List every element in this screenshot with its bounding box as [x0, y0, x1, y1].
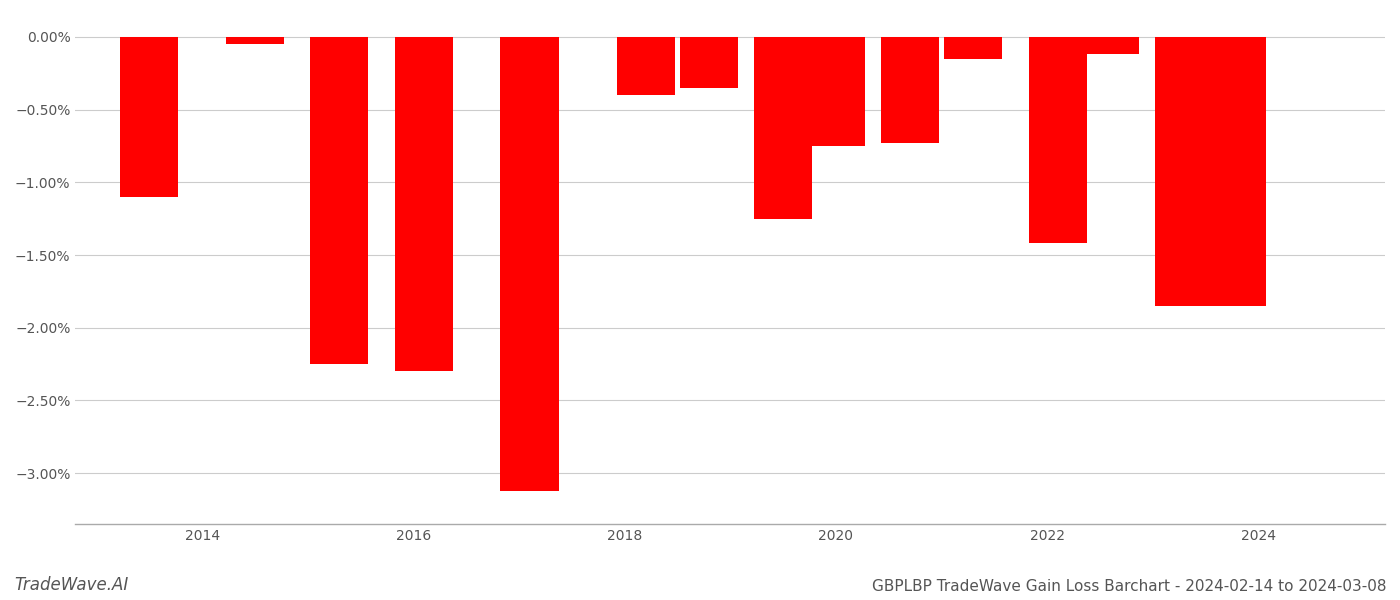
Bar — [680, 37, 738, 88]
Bar — [1029, 37, 1086, 244]
Bar — [1155, 37, 1214, 306]
Bar — [395, 37, 454, 371]
Bar — [881, 37, 939, 143]
Bar — [944, 37, 1002, 59]
Bar — [755, 37, 812, 218]
Text: GBPLBP TradeWave Gain Loss Barchart - 2024-02-14 to 2024-03-08: GBPLBP TradeWave Gain Loss Barchart - 20… — [871, 579, 1386, 594]
Bar — [311, 37, 368, 364]
Bar — [1081, 37, 1140, 54]
Bar — [806, 37, 865, 146]
Bar — [1208, 37, 1266, 306]
Bar — [616, 37, 675, 95]
Text: TradeWave.AI: TradeWave.AI — [14, 576, 129, 594]
Bar — [120, 37, 178, 197]
Bar — [225, 37, 284, 44]
Bar — [500, 37, 559, 491]
